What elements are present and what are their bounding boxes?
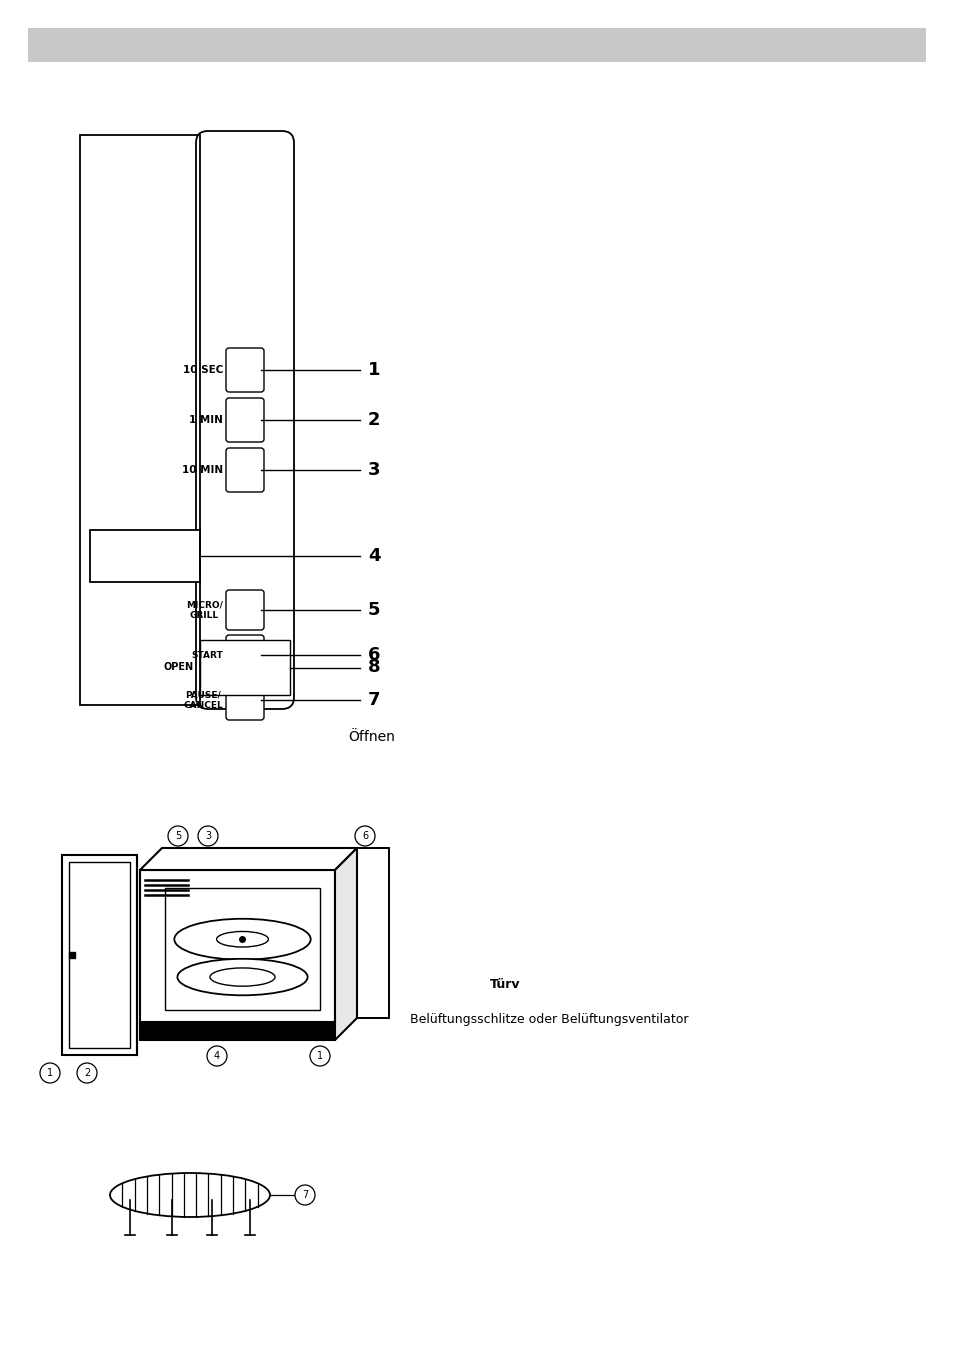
Text: 7: 7 xyxy=(368,691,380,709)
Text: 1: 1 xyxy=(47,1068,53,1079)
Text: 3: 3 xyxy=(368,460,380,479)
FancyBboxPatch shape xyxy=(226,634,264,675)
Text: 4: 4 xyxy=(368,547,380,566)
Text: 2: 2 xyxy=(368,410,380,429)
Circle shape xyxy=(310,1046,330,1066)
Bar xyxy=(165,888,319,1010)
Text: 1 MIN: 1 MIN xyxy=(189,414,223,425)
Text: Öffnen: Öffnen xyxy=(348,730,395,744)
Bar xyxy=(62,855,137,1054)
Text: Belüftungsschlitze oder Belüftungsventilator: Belüftungsschlitze oder Belüftungsventil… xyxy=(410,1014,688,1026)
FancyBboxPatch shape xyxy=(226,348,264,392)
Polygon shape xyxy=(335,848,356,1040)
Text: 4: 4 xyxy=(213,1052,220,1061)
FancyBboxPatch shape xyxy=(226,448,264,491)
FancyBboxPatch shape xyxy=(226,590,264,630)
Text: 2: 2 xyxy=(84,1068,90,1079)
Circle shape xyxy=(198,826,218,846)
Text: START: START xyxy=(191,651,223,660)
Text: 1: 1 xyxy=(316,1052,323,1061)
Circle shape xyxy=(77,1062,97,1083)
Circle shape xyxy=(40,1062,60,1083)
Polygon shape xyxy=(140,848,356,869)
Text: 7: 7 xyxy=(301,1189,308,1200)
Bar xyxy=(69,863,130,1048)
Text: PAUSE/
CANCEL: PAUSE/ CANCEL xyxy=(183,690,223,710)
Ellipse shape xyxy=(110,1173,270,1216)
Circle shape xyxy=(355,826,375,846)
FancyBboxPatch shape xyxy=(226,398,264,441)
Bar xyxy=(200,640,290,695)
Circle shape xyxy=(207,1046,227,1066)
FancyBboxPatch shape xyxy=(226,680,264,720)
Text: 5: 5 xyxy=(174,832,181,841)
Text: Türv: Türv xyxy=(490,979,520,991)
Circle shape xyxy=(294,1185,314,1206)
Bar xyxy=(28,28,925,62)
Bar xyxy=(80,135,200,705)
Text: 1: 1 xyxy=(368,360,380,379)
Text: 10 SEC: 10 SEC xyxy=(182,364,223,375)
Ellipse shape xyxy=(210,968,274,986)
Text: OPEN: OPEN xyxy=(164,663,193,672)
Text: 10 MIN: 10 MIN xyxy=(182,464,223,475)
Bar xyxy=(140,869,335,1040)
FancyBboxPatch shape xyxy=(195,131,294,709)
Text: 5: 5 xyxy=(368,601,380,620)
Text: 6: 6 xyxy=(368,647,380,664)
Text: 8: 8 xyxy=(368,659,380,676)
Bar xyxy=(356,848,389,1018)
Circle shape xyxy=(168,826,188,846)
Text: 6: 6 xyxy=(361,832,368,841)
Ellipse shape xyxy=(174,919,311,960)
Text: MICRO/
GRILL: MICRO/ GRILL xyxy=(186,601,223,620)
Bar xyxy=(140,1022,335,1040)
Ellipse shape xyxy=(216,931,268,946)
Ellipse shape xyxy=(177,958,307,995)
Bar xyxy=(90,531,200,582)
Text: 3: 3 xyxy=(205,832,211,841)
